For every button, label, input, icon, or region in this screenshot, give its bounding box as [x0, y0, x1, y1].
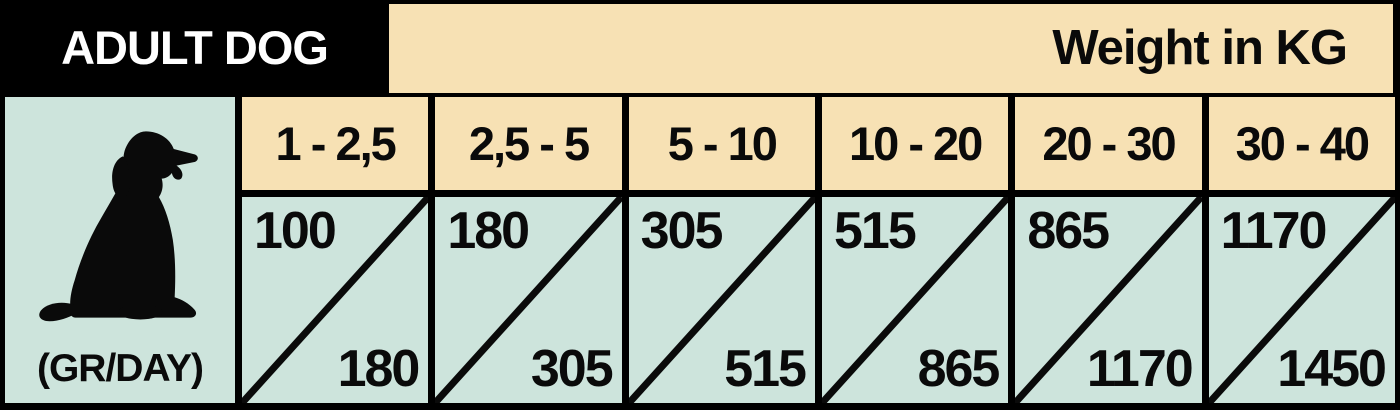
weight-range-header-3: 5 - 10: [628, 97, 815, 190]
feeding-cell-4: 515 865: [821, 197, 1009, 403]
weight-range-header-6: 30 - 40: [1208, 97, 1395, 190]
min-amount: 305: [640, 202, 724, 260]
feeding-cell-3: 305 515: [628, 197, 815, 403]
feeding-table: (GR/DAY) 1 - 2,5 2,5 - 5 5 - 10 10 - 20 …: [5, 97, 1395, 403]
max-amount: 515: [724, 340, 807, 398]
dog-icon: [39, 131, 198, 322]
max-amount: 1450: [1277, 340, 1387, 398]
min-amount: 1170: [1220, 202, 1328, 260]
diagonal-divider: [1209, 197, 1395, 403]
diagonal-divider: [629, 197, 815, 403]
feeding-cell-6: 1170 1450: [1208, 197, 1395, 403]
dog-unit-cell: (GR/DAY): [5, 97, 235, 403]
weight-range-header-5: 20 - 30: [1015, 97, 1202, 190]
feeding-cell-5: 865 1170: [1015, 197, 1202, 403]
max-amount: 305: [530, 340, 614, 398]
weight-header-band: Weight in KG: [389, 4, 1393, 93]
unit-label: (GR/DAY): [36, 347, 204, 390]
weight-range-header-1: 1 - 2,5: [242, 97, 429, 190]
title-band: ADULT DOG: [0, 0, 389, 95]
weight-header-label: Weight in KG: [1052, 21, 1348, 75]
page-title: ADULT DOG: [61, 21, 329, 74]
feeding-cell-1: 100 180: [242, 197, 429, 403]
feeding-cell-2: 180 305: [435, 197, 622, 403]
diagonal-divider: [242, 197, 428, 403]
max-amount: 865: [917, 340, 1001, 398]
max-amount: 1170: [1086, 340, 1194, 398]
diagonal-divider: [822, 197, 1008, 403]
weight-range-header-4: 10 - 20: [821, 97, 1009, 190]
diagonal-divider: [435, 197, 621, 403]
min-amount: 515: [833, 202, 917, 260]
min-amount: 100: [254, 202, 337, 260]
max-amount: 180: [337, 340, 421, 398]
min-amount: 865: [1027, 202, 1110, 260]
weight-range-header-2: 2,5 - 5: [435, 97, 622, 190]
min-amount: 180: [447, 202, 530, 260]
diagonal-divider: [1015, 197, 1201, 403]
